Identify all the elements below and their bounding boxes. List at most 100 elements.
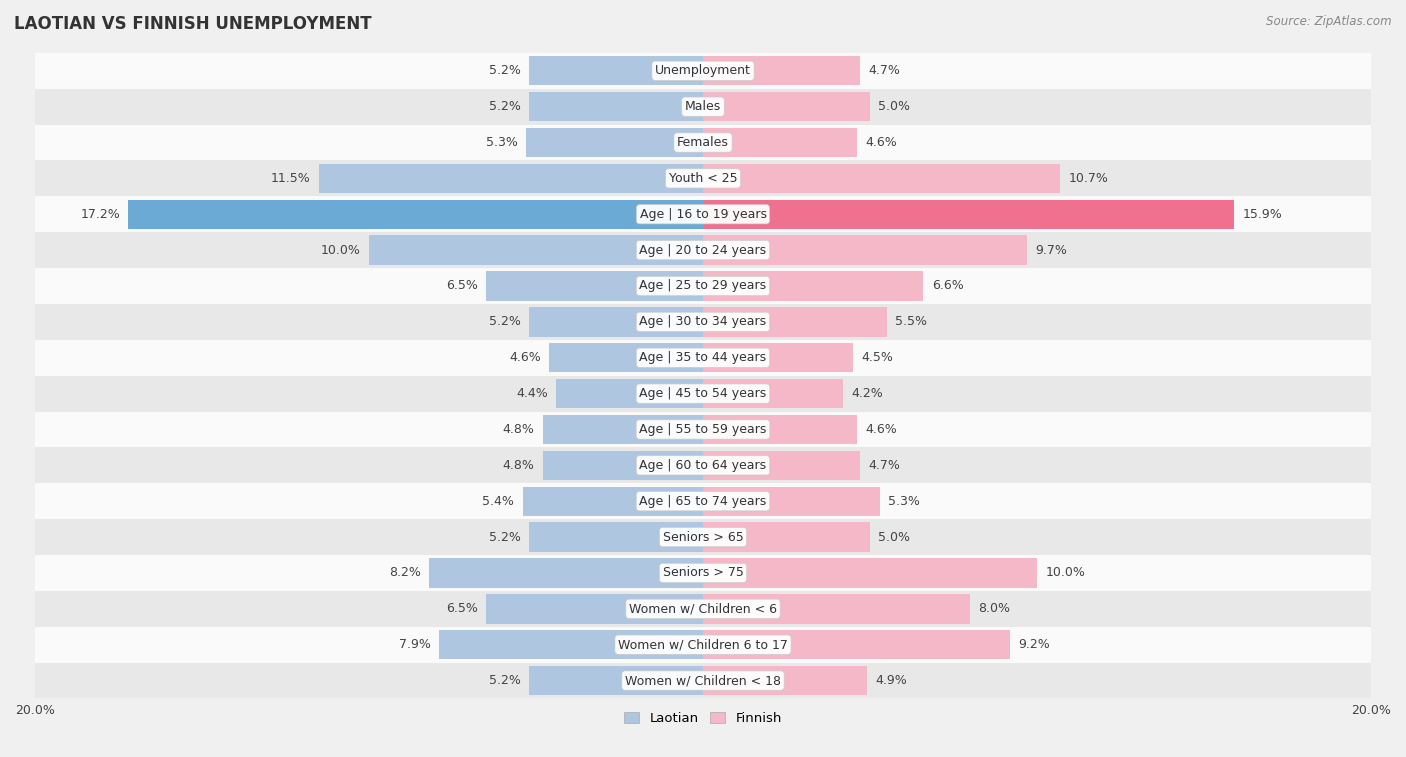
Bar <box>703 56 860 86</box>
Bar <box>319 164 703 193</box>
Text: Age | 55 to 59 years: Age | 55 to 59 years <box>640 423 766 436</box>
Text: Youth < 25: Youth < 25 <box>669 172 737 185</box>
Bar <box>703 415 856 444</box>
Bar <box>35 483 1371 519</box>
Text: 4.6%: 4.6% <box>865 136 897 149</box>
Text: 5.5%: 5.5% <box>896 316 927 329</box>
Text: 4.5%: 4.5% <box>862 351 894 364</box>
Bar <box>703 92 870 121</box>
Bar <box>703 343 853 372</box>
Bar <box>543 415 703 444</box>
Text: 4.2%: 4.2% <box>852 387 883 400</box>
Bar <box>703 594 970 624</box>
Text: 5.2%: 5.2% <box>489 674 522 687</box>
Text: 4.8%: 4.8% <box>502 459 534 472</box>
Text: 9.7%: 9.7% <box>1035 244 1067 257</box>
Text: 11.5%: 11.5% <box>271 172 311 185</box>
Bar <box>35 662 1371 699</box>
Text: Seniors > 75: Seniors > 75 <box>662 566 744 579</box>
Bar <box>703 200 1234 229</box>
Text: Age | 45 to 54 years: Age | 45 to 54 years <box>640 387 766 400</box>
Text: Age | 16 to 19 years: Age | 16 to 19 years <box>640 207 766 221</box>
Bar <box>35 89 1371 125</box>
Text: Women w/ Children < 6: Women w/ Children < 6 <box>628 603 778 615</box>
Text: Age | 25 to 29 years: Age | 25 to 29 years <box>640 279 766 292</box>
Text: LAOTIAN VS FINNISH UNEMPLOYMENT: LAOTIAN VS FINNISH UNEMPLOYMENT <box>14 15 371 33</box>
Text: 4.7%: 4.7% <box>869 459 900 472</box>
Bar <box>486 271 703 301</box>
Text: 5.2%: 5.2% <box>489 531 522 544</box>
Bar <box>703 379 844 408</box>
Bar <box>35 340 1371 375</box>
Text: Source: ZipAtlas.com: Source: ZipAtlas.com <box>1267 15 1392 28</box>
Text: 5.3%: 5.3% <box>485 136 517 149</box>
Text: 5.2%: 5.2% <box>489 316 522 329</box>
Bar <box>550 343 703 372</box>
Text: Seniors > 65: Seniors > 65 <box>662 531 744 544</box>
Text: 5.0%: 5.0% <box>879 531 910 544</box>
Text: 4.4%: 4.4% <box>516 387 548 400</box>
Legend: Laotian, Finnish: Laotian, Finnish <box>619 707 787 731</box>
Bar <box>35 375 1371 412</box>
Text: Age | 20 to 24 years: Age | 20 to 24 years <box>640 244 766 257</box>
Bar <box>703 307 887 337</box>
Bar <box>35 412 1371 447</box>
Bar <box>429 558 703 587</box>
Bar <box>529 92 703 121</box>
Text: 8.0%: 8.0% <box>979 603 1011 615</box>
Bar <box>555 379 703 408</box>
Text: 5.4%: 5.4% <box>482 495 515 508</box>
Bar <box>529 56 703 86</box>
Text: Unemployment: Unemployment <box>655 64 751 77</box>
Bar <box>35 519 1371 555</box>
Bar <box>35 555 1371 591</box>
Bar <box>543 450 703 480</box>
Bar <box>703 164 1060 193</box>
Bar <box>35 447 1371 483</box>
Bar <box>35 125 1371 160</box>
Bar <box>529 307 703 337</box>
Text: 4.9%: 4.9% <box>875 674 907 687</box>
Bar <box>35 627 1371 662</box>
Text: 6.6%: 6.6% <box>932 279 963 292</box>
Text: 4.7%: 4.7% <box>869 64 900 77</box>
Text: 10.0%: 10.0% <box>321 244 360 257</box>
Text: Women w/ Children 6 to 17: Women w/ Children 6 to 17 <box>619 638 787 651</box>
Text: Age | 65 to 74 years: Age | 65 to 74 years <box>640 495 766 508</box>
Text: 5.2%: 5.2% <box>489 100 522 113</box>
Bar <box>703 522 870 552</box>
Bar <box>35 160 1371 196</box>
Text: 9.2%: 9.2% <box>1019 638 1050 651</box>
Bar <box>35 591 1371 627</box>
Text: Females: Females <box>678 136 728 149</box>
Text: 4.6%: 4.6% <box>865 423 897 436</box>
Bar <box>703 558 1038 587</box>
Bar <box>486 594 703 624</box>
Bar <box>368 235 703 265</box>
Text: 15.9%: 15.9% <box>1243 207 1282 221</box>
Bar <box>523 487 703 516</box>
Bar <box>703 630 1011 659</box>
Text: Age | 30 to 34 years: Age | 30 to 34 years <box>640 316 766 329</box>
Bar <box>35 53 1371 89</box>
Text: 5.3%: 5.3% <box>889 495 921 508</box>
Bar <box>35 304 1371 340</box>
Bar <box>529 522 703 552</box>
Text: Males: Males <box>685 100 721 113</box>
Text: Women w/ Children < 18: Women w/ Children < 18 <box>626 674 780 687</box>
Text: 17.2%: 17.2% <box>80 207 120 221</box>
Text: 5.0%: 5.0% <box>879 100 910 113</box>
Bar <box>35 196 1371 232</box>
Text: Age | 60 to 64 years: Age | 60 to 64 years <box>640 459 766 472</box>
Bar <box>703 235 1026 265</box>
Bar <box>703 450 860 480</box>
Bar <box>35 232 1371 268</box>
Bar <box>526 128 703 157</box>
Bar <box>703 271 924 301</box>
Bar <box>35 268 1371 304</box>
Text: 4.8%: 4.8% <box>502 423 534 436</box>
Text: 10.0%: 10.0% <box>1046 566 1085 579</box>
Bar <box>128 200 703 229</box>
Text: 10.7%: 10.7% <box>1069 172 1109 185</box>
Text: 6.5%: 6.5% <box>446 279 478 292</box>
